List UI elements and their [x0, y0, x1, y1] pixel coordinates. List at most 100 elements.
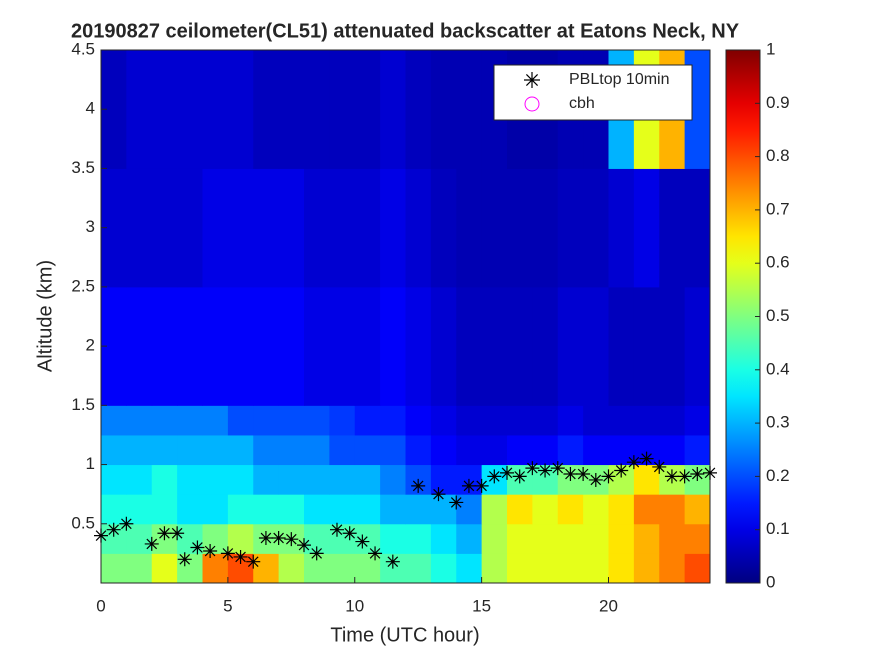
pbl-marker [487, 469, 502, 484]
heatmap-cell [126, 168, 153, 288]
heatmap-cell [126, 286, 153, 406]
heatmap-cell [481, 434, 508, 466]
colorbar-tick-label: 0.1 [766, 519, 790, 538]
legend-label: cbh [569, 95, 595, 112]
heatmap-cell [405, 523, 432, 554]
heatmap-cell [532, 553, 559, 584]
heatmap-cell [304, 286, 330, 406]
heatmap-cell [583, 553, 609, 584]
heatmap-cell [202, 494, 229, 525]
heatmap-cell [253, 553, 280, 584]
heatmap-cell [354, 523, 381, 554]
heatmap-cell [633, 286, 660, 406]
heatmap-cell [253, 434, 280, 466]
heatmap-cell [380, 464, 406, 495]
y-axis-label: Altitude (km) [34, 260, 56, 372]
heatmap-cell [659, 286, 686, 406]
heatmap-cell [380, 50, 406, 169]
heatmap-cell [633, 523, 660, 554]
heatmap-cell [101, 434, 127, 466]
heatmap-cell [557, 168, 584, 288]
heatmap-cell [532, 494, 559, 525]
heatmap-cell [227, 464, 254, 495]
heatmap-cell [532, 286, 559, 406]
heatmap-cell [329, 286, 356, 406]
heatmap-cell [177, 494, 203, 525]
heatmap-cell [405, 286, 432, 406]
colorbar-tick-label: 0.4 [766, 359, 790, 378]
pbl-marker [144, 536, 159, 551]
heatmap-cell [202, 286, 229, 406]
heatmap-cell [659, 523, 686, 554]
x-tick-label: 20 [599, 596, 618, 615]
heatmap-cell [507, 434, 533, 466]
x-tick-label: 15 [472, 596, 491, 615]
pbl-marker [271, 530, 286, 545]
pbl-marker [690, 467, 705, 482]
heatmap-cell [608, 286, 635, 406]
pbl-marker [411, 478, 426, 493]
heatmap-cell [253, 405, 280, 436]
y-tick-label: 4 [86, 99, 95, 118]
heatmap-cell [177, 464, 203, 495]
y-tick-label: 2.5 [71, 276, 95, 295]
x-tick-label: 0 [96, 596, 105, 615]
pbl-marker [329, 522, 344, 537]
heatmap-cell [430, 50, 457, 169]
heatmap-cell [304, 434, 330, 466]
heatmap-cell [101, 405, 127, 436]
heatmap-cell [557, 523, 584, 554]
heatmap-cell [583, 405, 609, 436]
heatmap-cell [557, 434, 584, 466]
heatmap-cell [380, 523, 406, 554]
heatmap-cell [329, 464, 356, 495]
legend-label: PBLtop 10min [569, 71, 670, 88]
heatmap-cell [304, 464, 330, 495]
pbl-marker [626, 455, 641, 470]
heatmap-cell [227, 434, 254, 466]
heatmap-cell [405, 405, 432, 436]
colorbar-tick-label: 0.8 [766, 146, 790, 165]
heatmap-cell [481, 286, 508, 406]
heatmap-cell [507, 553, 533, 584]
heatmap-cell [278, 50, 305, 169]
legend-icon [524, 72, 540, 88]
heatmap-cell [227, 286, 254, 406]
heatmap-cell [151, 50, 178, 169]
heatmap-cell [608, 494, 635, 525]
pbl-marker [170, 526, 185, 541]
heatmap-cell [481, 553, 508, 584]
heatmap-cell [151, 286, 178, 406]
heatmap-cell [151, 434, 178, 466]
heatmap-cell [177, 50, 203, 169]
heatmap-cell [405, 50, 432, 169]
y-tick-label: 2 [86, 336, 95, 355]
pbl-marker [652, 459, 667, 474]
heatmap-cell [557, 286, 584, 406]
heatmap-cell [405, 553, 432, 584]
heatmap-cell [177, 405, 203, 436]
pbl-marker [309, 546, 324, 561]
heatmap-cell [583, 168, 609, 288]
heatmap-cell [456, 168, 483, 288]
heatmap-cell [430, 464, 457, 495]
heatmap-cell [684, 405, 711, 436]
heatmap-cell [253, 286, 280, 406]
y-tick-label: 3.5 [71, 158, 95, 177]
heatmap-cell [456, 523, 483, 554]
heatmap-cell [329, 405, 356, 436]
heatmap-cell [633, 464, 660, 495]
heatmap-cell [202, 464, 229, 495]
heatmap-cell [481, 405, 508, 436]
heatmap-cell [151, 405, 178, 436]
pbl-marker [576, 467, 591, 482]
pbl-marker [563, 467, 578, 482]
heatmap-cell [481, 494, 508, 525]
heatmap-cell [557, 405, 584, 436]
heatmap-cell [304, 168, 330, 288]
pbl-marker [297, 538, 311, 553]
heatmap-cell [380, 434, 406, 466]
heatmap-cell [659, 168, 686, 288]
heatmap-cell [329, 50, 356, 169]
